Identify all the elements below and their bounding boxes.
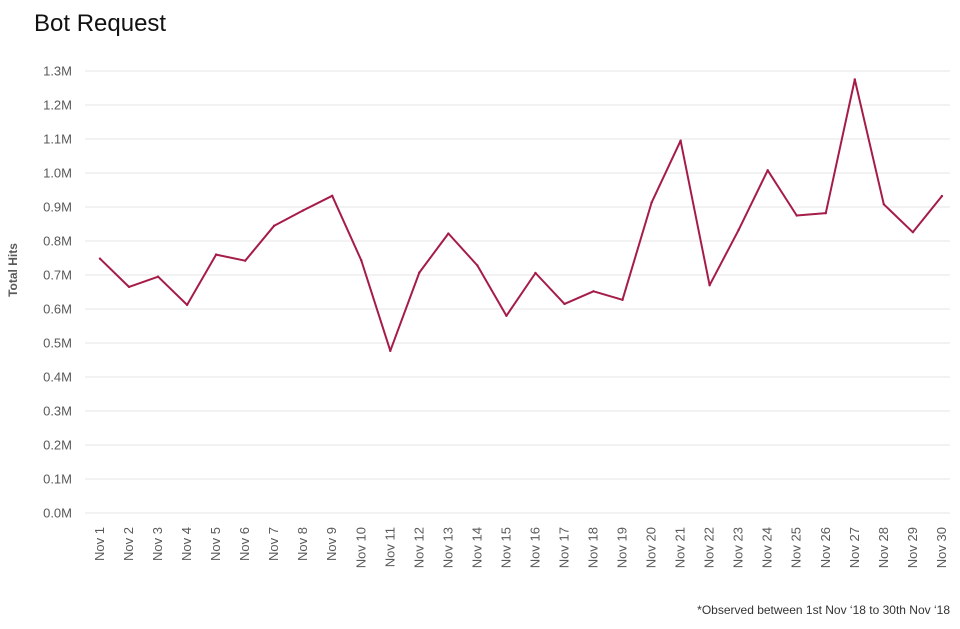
data-point bbox=[331, 194, 334, 197]
y-tick-label: 0.7M bbox=[43, 268, 72, 283]
y-tick-label: 0.4M bbox=[43, 370, 72, 385]
x-tick-label: Nov 1 bbox=[92, 527, 107, 561]
data-point bbox=[214, 253, 218, 256]
x-tick-label: Nov 22 bbox=[702, 527, 717, 568]
series-line bbox=[99, 78, 943, 352]
y-tick-label: 0.3M bbox=[43, 404, 72, 419]
x-tick-label: Nov 26 bbox=[818, 527, 833, 568]
data-point bbox=[389, 349, 392, 353]
data-point bbox=[940, 194, 944, 198]
y-tick-label: 0.8M bbox=[43, 234, 72, 249]
x-tick-label: Nov 17 bbox=[556, 527, 571, 568]
y-tick-label: 0.5M bbox=[43, 336, 72, 351]
data-point bbox=[272, 224, 276, 227]
x-tick-label: Nov 7 bbox=[266, 527, 281, 561]
x-tick-label: Nov 23 bbox=[731, 527, 746, 568]
x-tick-label: Nov 28 bbox=[876, 527, 891, 568]
data-point bbox=[621, 298, 624, 302]
x-tick-label: Nov 10 bbox=[353, 527, 368, 568]
y-tick-label: 0.1M bbox=[43, 472, 72, 487]
data-point bbox=[505, 314, 508, 317]
data-point bbox=[882, 203, 886, 206]
series-group bbox=[98, 78, 944, 353]
y-tick-label: 0.6M bbox=[43, 302, 72, 317]
y-tick-label: 1.0M bbox=[43, 166, 72, 181]
x-tick-label: Nov 16 bbox=[527, 527, 542, 568]
x-tick-label: Nov 20 bbox=[644, 527, 659, 568]
x-tick-label: Nov 25 bbox=[789, 527, 804, 568]
x-tick-label: Nov 29 bbox=[905, 527, 920, 568]
x-tick-label: Nov 18 bbox=[586, 527, 601, 568]
x-tick-label: Nov 11 bbox=[382, 527, 397, 567]
x-tick-label: Nov 9 bbox=[324, 527, 339, 561]
data-point bbox=[679, 139, 682, 142]
x-tick-label: Nov 8 bbox=[295, 527, 310, 561]
y-tick-label: 1.3M bbox=[43, 64, 72, 79]
y-tick-label: 1.2M bbox=[43, 98, 72, 113]
y-tick-label: 0.2M bbox=[43, 438, 72, 453]
data-point bbox=[911, 230, 915, 234]
x-tick-label: Nov 12 bbox=[411, 527, 426, 568]
y-axis-ticks: 0.0M 0.1M 0.2M 0.3M 0.4M 0.5M 0.6M 0.7M 0.8M 0.9M… bbox=[43, 64, 72, 521]
data-point bbox=[476, 264, 479, 267]
data-point bbox=[98, 257, 102, 260]
x-tick-label: Nov 27 bbox=[847, 527, 862, 568]
data-point bbox=[650, 201, 653, 204]
x-axis-ticks: Nov 1 Nov 2 Nov 3 Nov 4 Nov 5 Nov 6 Nov 7 Nov 8… bbox=[92, 527, 949, 568]
y-tick-label: 0.0M bbox=[43, 506, 72, 521]
x-tick-label: Nov 6 bbox=[237, 527, 252, 561]
data-point bbox=[447, 232, 450, 235]
x-tick-label: Nov 21 bbox=[673, 527, 688, 568]
x-tick-label: Nov 4 bbox=[179, 527, 194, 561]
y-tick-label: 0.9M bbox=[43, 200, 72, 215]
data-point bbox=[766, 169, 769, 172]
x-tick-label: Nov 24 bbox=[760, 527, 775, 568]
footnote: *Observed between 1st Nov ‘18 to 30th No… bbox=[697, 603, 950, 617]
data-point bbox=[418, 271, 421, 274]
data-point bbox=[302, 209, 305, 212]
data-point bbox=[824, 211, 827, 215]
x-tick-label: Nov 2 bbox=[121, 527, 136, 561]
data-point bbox=[534, 271, 537, 275]
data-point bbox=[853, 78, 856, 81]
data-point bbox=[592, 290, 595, 293]
data-point bbox=[708, 284, 711, 287]
data-point bbox=[737, 228, 740, 231]
x-tick-label: Nov 13 bbox=[440, 527, 455, 568]
x-tick-label: Nov 3 bbox=[150, 527, 165, 561]
chart-title: Bot Request bbox=[34, 10, 167, 37]
x-tick-label: Nov 15 bbox=[498, 527, 513, 568]
x-tick-label: Nov 19 bbox=[615, 527, 630, 568]
data-point bbox=[360, 259, 363, 262]
data-point bbox=[185, 303, 189, 307]
data-point bbox=[563, 302, 566, 306]
y-axis-label: Total Hits bbox=[6, 243, 20, 297]
data-point bbox=[156, 275, 160, 278]
data-point bbox=[243, 259, 247, 262]
x-tick-label: Nov 30 bbox=[934, 527, 949, 568]
gridlines bbox=[85, 70, 950, 514]
x-tick-label: Nov 14 bbox=[469, 527, 484, 568]
data-point bbox=[127, 285, 131, 289]
data-point bbox=[795, 214, 798, 217]
x-tick-label: Nov 5 bbox=[208, 527, 223, 561]
y-tick-label: 1.1M bbox=[43, 132, 72, 147]
